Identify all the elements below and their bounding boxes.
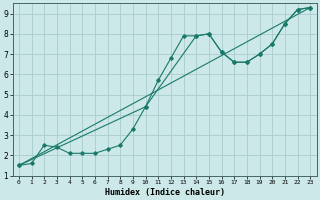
X-axis label: Humidex (Indice chaleur): Humidex (Indice chaleur)	[105, 188, 225, 197]
